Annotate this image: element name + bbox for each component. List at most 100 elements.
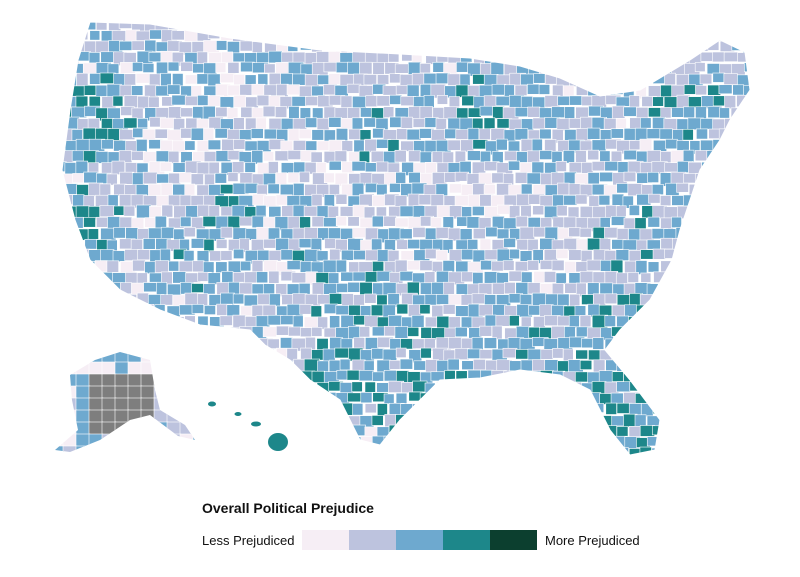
county-cell xyxy=(299,260,313,273)
county-cell xyxy=(611,371,624,382)
county-cell xyxy=(623,171,637,182)
county-cell xyxy=(483,95,498,107)
county-cell xyxy=(303,403,318,415)
county-cell xyxy=(304,448,321,455)
county-cell xyxy=(696,237,713,250)
county-cell xyxy=(719,370,734,381)
county-cell xyxy=(221,51,233,64)
county-cell xyxy=(48,414,61,427)
county-cell xyxy=(371,22,384,32)
county-cell xyxy=(627,51,644,64)
county-cell xyxy=(575,261,588,273)
county-cell xyxy=(125,426,139,440)
county-cell xyxy=(718,84,733,95)
county-cell xyxy=(562,348,574,362)
county-cell xyxy=(275,22,290,30)
county-cell xyxy=(694,261,710,272)
county-cell xyxy=(701,293,718,308)
county-cell xyxy=(435,227,451,239)
county-cell xyxy=(435,249,448,261)
county-cell xyxy=(287,370,301,385)
county-cell xyxy=(720,171,736,185)
county-cell xyxy=(708,370,719,384)
county-cell xyxy=(148,96,160,108)
county-cell xyxy=(195,425,209,438)
county-cell xyxy=(335,193,348,205)
county-cell xyxy=(62,40,75,54)
county-cell xyxy=(365,29,379,44)
county-cell xyxy=(96,459,112,470)
county-cell xyxy=(519,446,533,455)
county-cell xyxy=(516,437,532,450)
county-cell xyxy=(756,304,766,314)
county-cell xyxy=(160,381,176,394)
county-cell xyxy=(316,403,329,415)
county-cell xyxy=(76,271,89,283)
county-cell xyxy=(484,30,500,44)
county-cell xyxy=(712,293,727,307)
county-cell xyxy=(736,381,750,391)
county-cell xyxy=(761,448,775,458)
county-cell xyxy=(532,446,549,455)
county-cell xyxy=(256,184,268,196)
county-cell xyxy=(406,84,420,98)
county-cell xyxy=(124,338,136,351)
county-cell xyxy=(544,426,557,437)
county-cell xyxy=(682,149,695,163)
county-cell xyxy=(299,435,315,450)
county-cell xyxy=(600,458,611,472)
county-cell xyxy=(653,28,668,43)
county-cell xyxy=(62,359,67,370)
county-cell xyxy=(628,73,641,87)
county-cell xyxy=(216,239,228,249)
county-cell xyxy=(695,435,711,449)
legend-title: Overall Political Prejudice xyxy=(202,500,374,516)
county-cell xyxy=(372,128,385,139)
county-cell xyxy=(761,75,777,87)
county-cell xyxy=(467,22,484,30)
county-cell xyxy=(658,22,674,33)
county-cell xyxy=(639,138,653,152)
county-cell xyxy=(605,30,617,43)
county-cell xyxy=(639,315,653,327)
county-cell xyxy=(455,393,469,403)
county-cell xyxy=(231,381,249,396)
county-cell xyxy=(539,128,552,140)
county-cell xyxy=(660,303,673,315)
alaska-borough-cell xyxy=(166,409,182,424)
county-cell xyxy=(725,380,737,391)
county-cell xyxy=(137,95,150,110)
county-cell xyxy=(347,107,361,120)
county-cell xyxy=(629,95,640,109)
alaska-borough-cell xyxy=(192,397,195,412)
county-cell xyxy=(232,426,249,437)
county-cell xyxy=(760,405,773,415)
county-cell xyxy=(580,403,594,419)
county-cell xyxy=(399,228,413,240)
legend: Less Prejudiced More Prejudiced xyxy=(202,530,640,550)
county-cell xyxy=(207,338,219,351)
county-cell xyxy=(132,326,149,339)
county-cell xyxy=(275,458,288,469)
county-cell xyxy=(62,150,74,163)
county-cell xyxy=(216,392,230,405)
alaska-borough-cell xyxy=(114,421,130,436)
alaska-borough-cell xyxy=(88,409,104,424)
county-cell xyxy=(688,96,702,109)
county-cell xyxy=(581,162,594,174)
county-cell xyxy=(598,370,614,384)
county-cell xyxy=(62,161,67,172)
county-cell xyxy=(95,304,112,317)
county-cell xyxy=(120,282,132,295)
county-cell xyxy=(539,150,553,160)
county-cell xyxy=(256,271,269,284)
county-cell xyxy=(593,52,606,67)
alaska-borough-cell xyxy=(62,445,78,452)
alaska-borough-cell xyxy=(62,421,78,436)
county-cell xyxy=(504,393,521,407)
legend-low-label: Less Prejudiced xyxy=(202,532,295,548)
county-cell xyxy=(316,250,329,262)
county-cell xyxy=(520,205,532,218)
county-cell xyxy=(473,447,487,455)
county-cell xyxy=(579,140,593,151)
